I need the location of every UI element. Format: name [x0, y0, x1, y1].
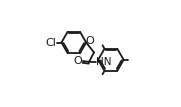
- Text: O: O: [86, 36, 95, 46]
- Text: HN: HN: [96, 57, 112, 67]
- Text: O: O: [73, 56, 82, 66]
- Text: Cl: Cl: [46, 37, 56, 48]
